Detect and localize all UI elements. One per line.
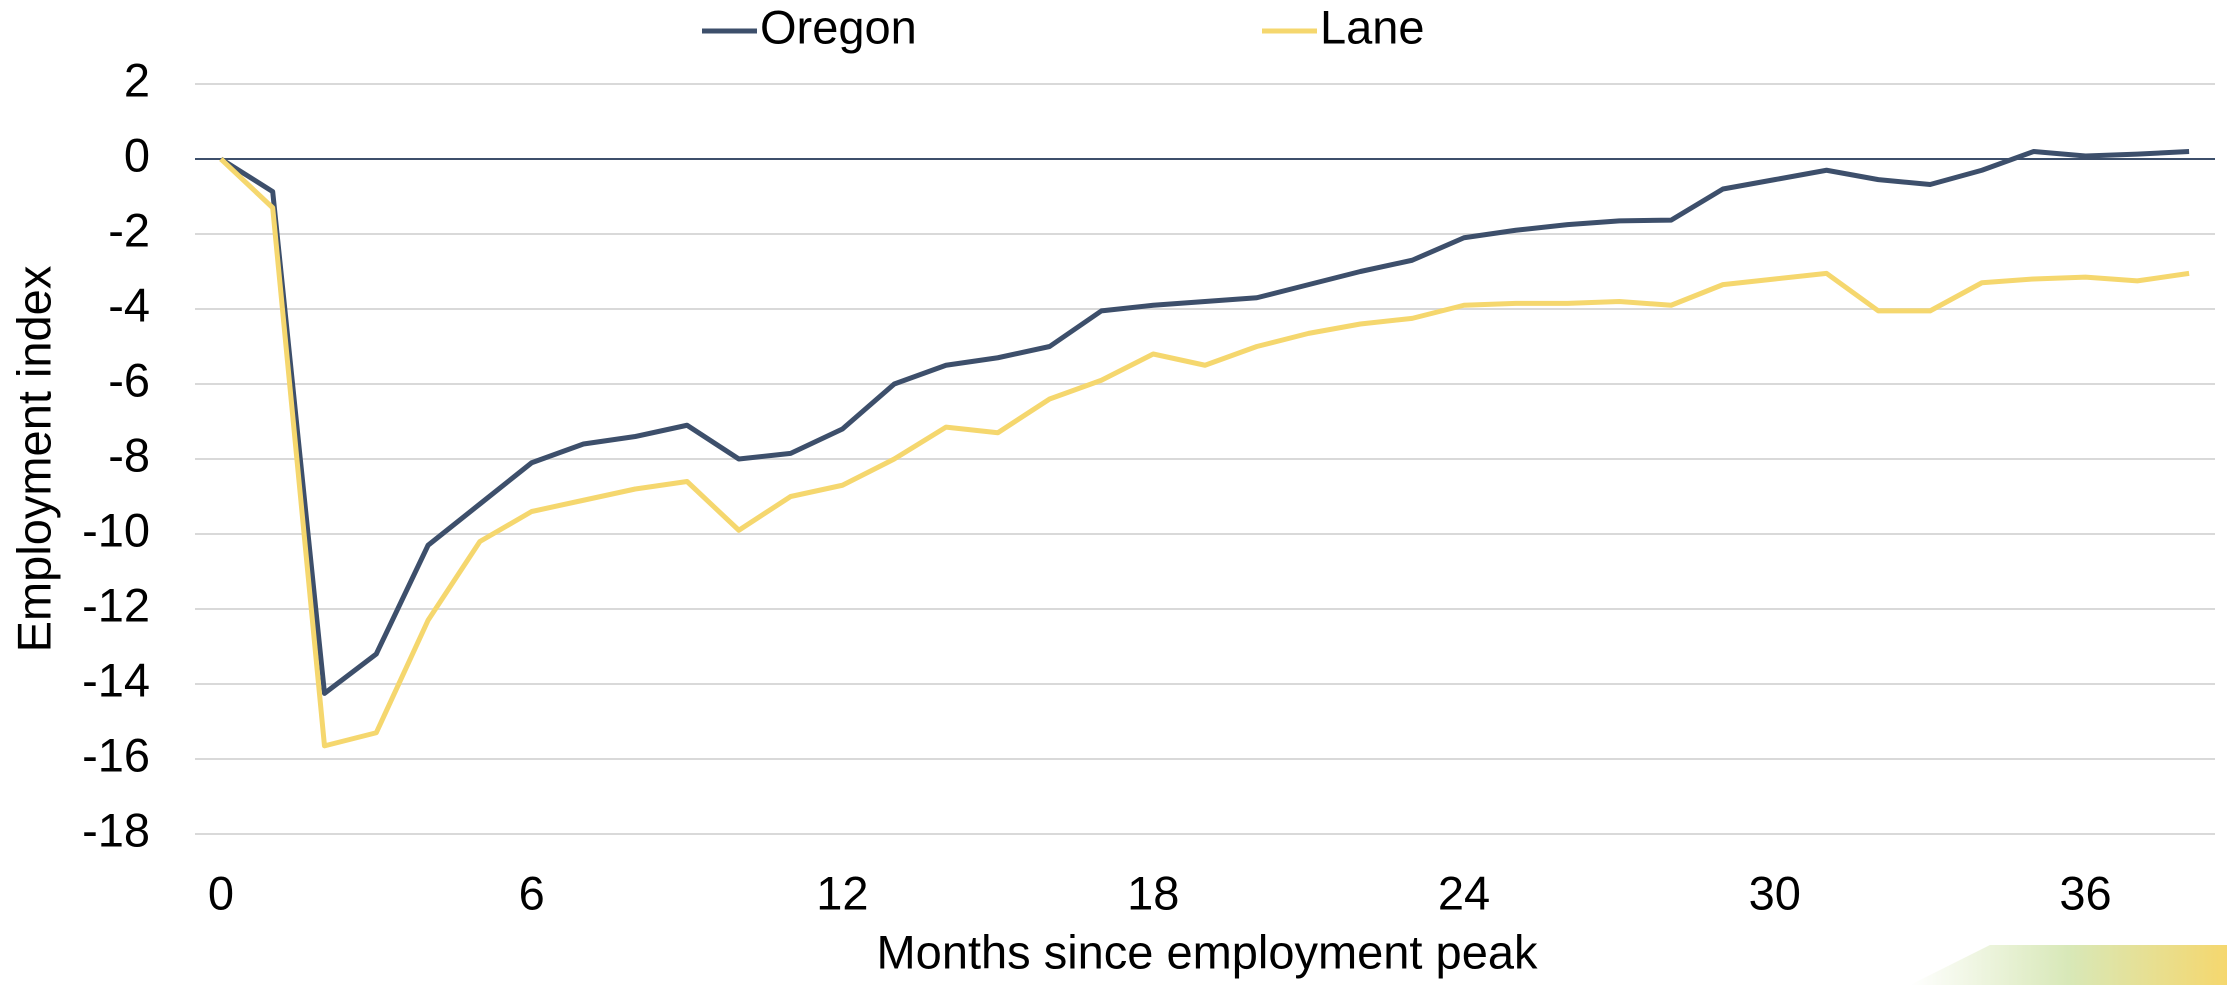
x-axis-title: Months since employment peak [877,925,1538,978]
y-tick-label: -8 [108,428,150,481]
x-tick-label: 0 [208,866,234,919]
series-line [219,149,2190,696]
y-tick-label: -16 [82,728,150,781]
x-tick-label: 6 [519,866,545,919]
y-tick-label: 2 [124,53,150,106]
legend-label: Lane [1320,0,1425,53]
x-tick-label: 12 [816,866,868,919]
legend-label: Oregon [760,0,917,53]
y-tick-label: -4 [108,278,150,331]
y-tick-label: -2 [108,203,150,256]
y-tick-label: -6 [108,353,150,406]
y-tick-label: -14 [82,653,150,706]
decoration [1910,945,2227,985]
y-axis-title: Employment index [7,266,60,653]
y-tick-label: -10 [82,503,150,556]
series-line [219,157,2190,749]
y-tick-label: -18 [82,803,150,856]
x-tick-label: 24 [1438,866,1490,919]
x-tick-label: 36 [2059,866,2111,919]
x-tick-label: 30 [1749,866,1801,919]
y-tick-label: 0 [124,128,150,181]
x-tick-label: 18 [1127,866,1179,919]
y-tick-label: -12 [82,578,150,631]
